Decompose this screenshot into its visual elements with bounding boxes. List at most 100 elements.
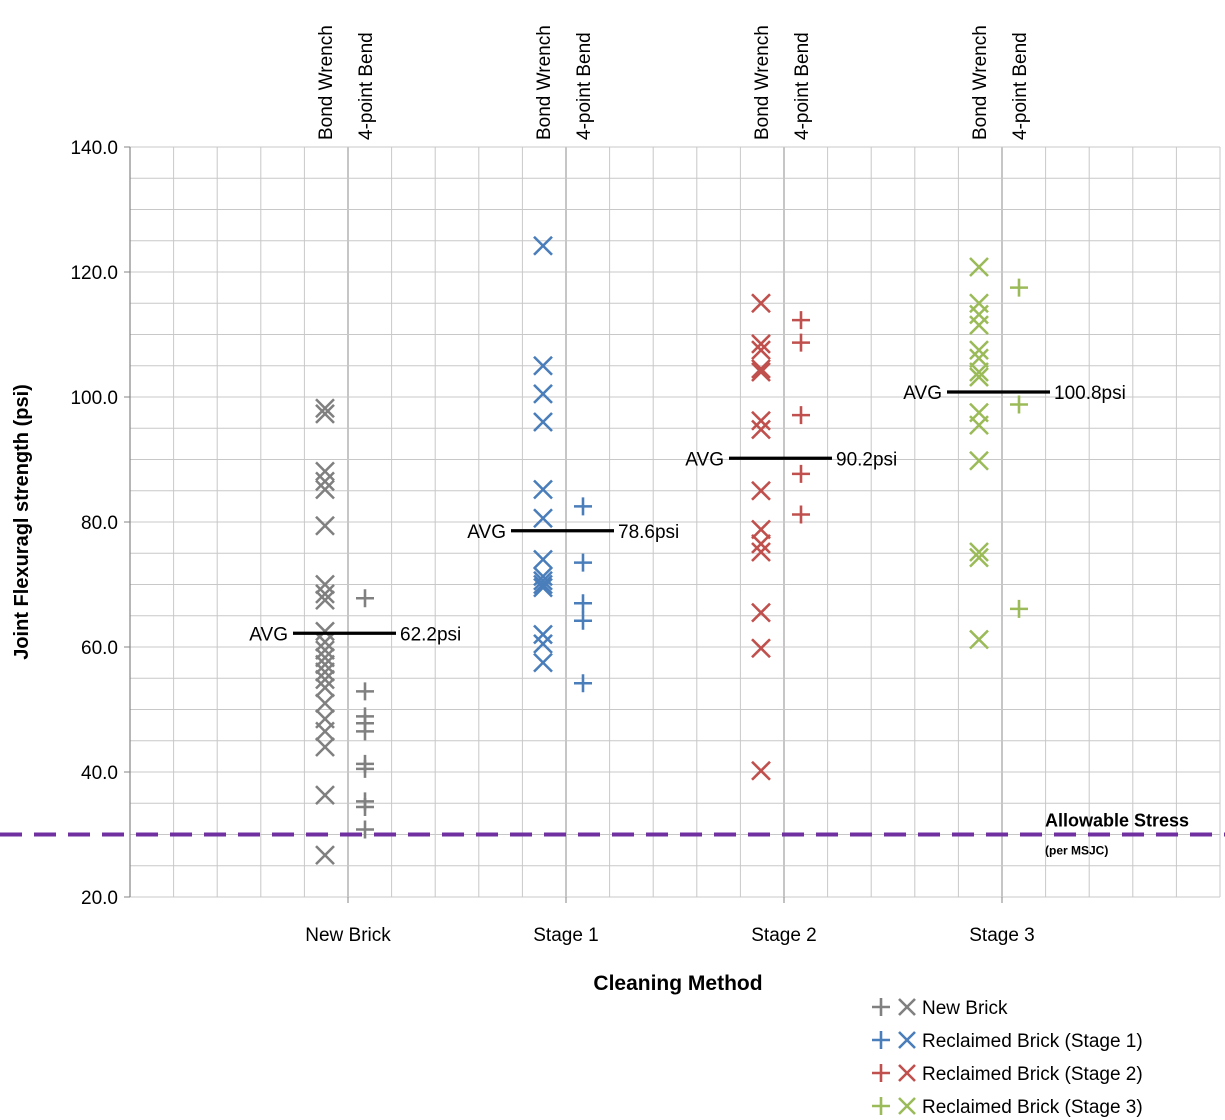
bond-wrench-point [315,693,335,714]
bond-wrench-point [751,760,771,781]
four-point-bend-point [792,505,810,524]
y-tick-label: 140.0 [70,138,118,159]
bond-wrench-point [315,654,335,675]
bond-wrench-point [969,547,989,568]
method-label: 4-point Bend [356,32,377,140]
bond-wrench-point [969,542,989,562]
legend-item: Reclaimed Brick (Stage 1) [872,1031,1143,1052]
legend-item: Reclaimed Brick (Stage 2) [872,1064,1143,1085]
bond-wrench-point [751,519,771,540]
x-axis-label: Cleaning Method [593,972,762,995]
bond-wrench-point [315,471,335,492]
x-category-label: New Brick [305,925,391,946]
four-point-bend-point [792,333,810,352]
average-prefix: AVG [467,522,506,543]
y-tick-label: 60.0 [81,638,118,659]
four-point-bend-point [356,682,374,701]
y-axis-label: Joint Flexuragl strength (psi) [11,384,33,660]
bond-wrench-point [969,362,989,382]
method-label: Bond Wrench [752,25,773,140]
bond-wrench-point [533,235,553,256]
four-point-bend-point [792,311,810,330]
four-point-bend-point [1010,395,1028,414]
legend-label: New Brick [922,998,1008,1019]
bond-wrench-point [315,621,335,642]
bond-wrench-point [751,638,771,659]
bond-wrench-point [751,542,771,562]
bond-wrench-point [315,662,335,682]
bond-wrench-point [969,257,989,277]
legend-item: New Brick [872,998,1008,1019]
legend-item: Reclaimed Brick (Stage 3) [872,1097,1143,1118]
four-point-bend-point [356,722,374,741]
average-value-label: 90.2psi [836,449,897,470]
method-label: Bond Wrench [534,25,555,140]
y-tick-label: 80.0 [81,513,118,534]
bond-wrench-point [315,632,335,652]
bond-wrench-point [315,677,335,698]
method-labels: Bond Wrench 4-point Bend Bond Wrench 4-poin… [316,25,1031,140]
y-axis-ticks: 20.0 40.0 60.0 80.0 100.0 120.0 140.0 [70,138,130,909]
bond-wrench-point [315,574,335,595]
bond-wrench-point [533,652,553,673]
legend-plus-marker [872,1064,890,1082]
four-point-bend-point [356,820,374,839]
legend: New Brick Reclaimed Brick (Stage 1) Reclai… [872,998,1143,1118]
bond-wrench-point [315,785,335,806]
bond-wrench-point [533,574,553,595]
bond-wrench-point [315,583,335,604]
bond-wrench-point [751,362,771,382]
bond-wrench-point [315,461,335,482]
four-point-bend-point [574,674,592,693]
four-point-bend-point [356,798,374,816]
reference-line-group: Allowable Stress (per MSJC) [0,811,1225,858]
legend-plus-marker [872,998,890,1016]
bond-wrench-point [315,590,335,611]
bond-wrench-point [533,479,553,500]
four-point-bend-point [1010,599,1028,618]
average-markers: AVG 62.2psi AVG 78.6psi AVG 90.2psi AVG 100.8ps… [249,383,1126,645]
bond-wrench-point [969,450,989,471]
x-axis-categories: New Brick Stage 1 Stage 2 Stage 3 [305,897,1035,946]
legend-label: Reclaimed Brick (Stage 2) [922,1064,1143,1085]
bond-wrench-point [969,629,989,650]
legend-x-marker [898,1031,916,1049]
four-point-bend-point [574,497,592,516]
four-point-bend-point [792,464,810,483]
average-value-label: 100.8psi [1054,383,1126,404]
method-label: 4-point Bend [1010,32,1031,140]
bond-wrench-point [533,412,553,432]
x-category-label: Stage 1 [533,925,599,946]
bond-wrench-point [751,293,771,314]
bond-wrench-point [533,355,553,376]
allowable-stress-sublabel: (per MSJC) [1045,844,1108,858]
four-point-bend-point [574,553,592,572]
bond-wrench-point [315,737,335,757]
legend-x-marker [898,998,916,1016]
average-value-label: 78.6psi [618,522,679,543]
bond-wrench-point [751,533,771,554]
four-point-bend-point [574,594,592,613]
legend-x-marker [898,1097,916,1115]
four-point-bend-point [356,589,374,608]
y-tick-label: 20.0 [81,888,118,909]
method-label: Bond Wrench [970,25,991,140]
data-points [315,235,1028,866]
bond-wrench-point [969,304,989,325]
y-tick-label: 100.0 [70,388,118,409]
bond-wrench-point [751,480,771,501]
bond-wrench-point [751,358,771,379]
grid [129,146,1221,898]
average-prefix: AVG [249,624,288,645]
bond-wrench-point [751,410,771,431]
bond-wrench-point [751,602,771,623]
method-label: Bond Wrench [316,25,337,140]
y-tick-label: 120.0 [70,263,118,284]
bond-wrench-point [533,624,553,645]
y-tick-label: 40.0 [81,763,118,784]
four-point-bend-point [792,406,810,425]
bond-wrench-point [969,415,989,436]
four-point-bend-point [574,611,592,630]
bond-wrench-point [315,640,335,661]
